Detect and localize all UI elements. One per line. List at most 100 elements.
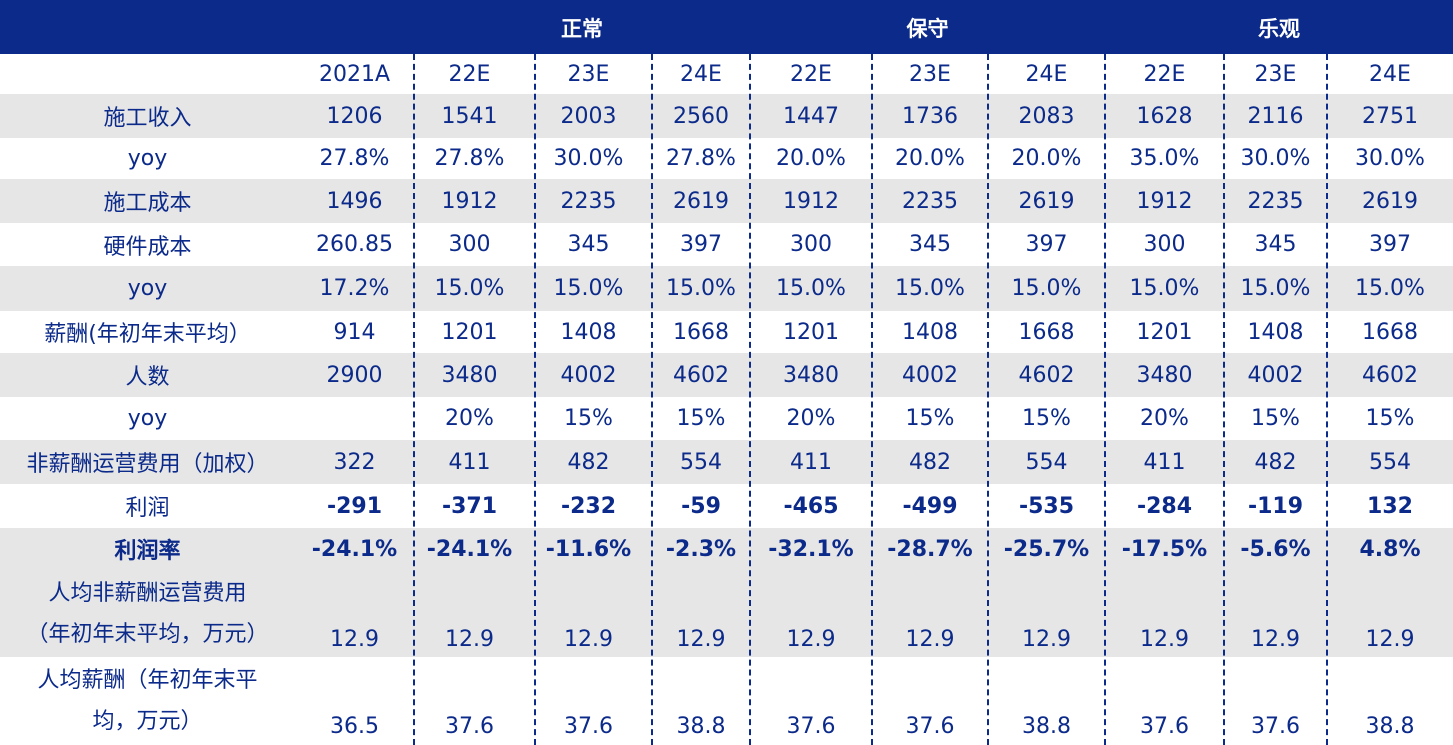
table-cell: 1447 bbox=[783, 103, 839, 129]
row-label: yoy bbox=[127, 146, 168, 171]
row-label: yoy bbox=[127, 276, 168, 301]
table-row: 人均薪酬（年初年末平 均，万元） 36.5 37.6 37.6 38.8 37.… bbox=[0, 657, 1453, 745]
scenario-normal: 正常 bbox=[561, 17, 603, 41]
table-cell: 345 bbox=[909, 232, 951, 257]
table-cell: 1201 bbox=[783, 319, 839, 345]
table-cell: 15% bbox=[1022, 406, 1071, 431]
table-cell: 37.6 bbox=[1140, 714, 1189, 739]
table-cell: 15.0% bbox=[1240, 276, 1311, 301]
table-cell: 3480 bbox=[783, 362, 839, 388]
table-cell bbox=[295, 397, 414, 440]
table-row: 施工收入 1206 1541 2003 2560 1447 1736 2083 … bbox=[0, 94, 1453, 138]
table-cell: -24.1% bbox=[311, 536, 398, 562]
table-cell: 2235 bbox=[902, 188, 958, 214]
table-cell: 914 bbox=[333, 319, 376, 345]
table-cell: 397 bbox=[1369, 232, 1411, 257]
table-cell: 3480 bbox=[441, 362, 498, 388]
table-cell: 2751 bbox=[1362, 103, 1418, 129]
table-cell: 397 bbox=[1025, 232, 1068, 257]
table-cell: 411 bbox=[448, 449, 491, 475]
table-row: 硬件成本 260.85 300 345 397 300 345 397 300 … bbox=[0, 223, 1453, 266]
column-divider bbox=[413, 54, 415, 745]
table-cell: 2560 bbox=[673, 103, 729, 129]
table-cell: -465 bbox=[783, 493, 839, 519]
table-cell: -535 bbox=[1018, 493, 1075, 519]
row-label: 利润率 bbox=[114, 539, 181, 564]
table-cell: 20% bbox=[445, 406, 494, 431]
table-cell: -2.3% bbox=[665, 536, 737, 562]
table-cell: 15.0% bbox=[1129, 276, 1200, 301]
table-cell: 12.9 bbox=[1251, 627, 1300, 652]
table-cell: 12.9 bbox=[1140, 627, 1189, 652]
table-cell: 1912 bbox=[1136, 188, 1193, 214]
table-cell: 2619 bbox=[673, 188, 729, 214]
table-cell: 1668 bbox=[1018, 319, 1075, 345]
table-cell: 482 bbox=[909, 449, 951, 475]
table-cell: 1408 bbox=[1247, 319, 1304, 345]
table-row: 利润率 -24.1% -24.1% -11.6% -2.3% -32.1% -2… bbox=[0, 528, 1453, 570]
table-cell: 4002 bbox=[560, 362, 617, 388]
table-cell: 345 bbox=[567, 232, 610, 257]
table-cell: 20% bbox=[1140, 406, 1189, 431]
table-cell: 38.8 bbox=[1365, 714, 1415, 739]
table-cell: 12.9 bbox=[905, 627, 955, 652]
table-cell: 554 bbox=[680, 449, 722, 475]
table-cell: 27.8% bbox=[666, 146, 736, 171]
table-cell: 15% bbox=[1365, 406, 1415, 431]
table-cell: 15.0% bbox=[895, 276, 965, 301]
table-cell: 30.0% bbox=[1355, 146, 1425, 171]
row-label: 人均非薪酬运营费用 （年初年末平均，万元） bbox=[0, 570, 295, 657]
row-label: 人数 bbox=[125, 365, 170, 390]
table-cell: -24.1% bbox=[426, 536, 513, 562]
table-cell: 4602 bbox=[1018, 362, 1075, 388]
col-header: 22E bbox=[1143, 61, 1186, 87]
table-cell: 4.8% bbox=[1359, 536, 1421, 562]
table-cell: 38.8 bbox=[676, 714, 726, 739]
table-cell: 4002 bbox=[902, 362, 958, 388]
table-cell: 17.2% bbox=[319, 276, 390, 301]
table-cell: 37.6 bbox=[1251, 714, 1300, 739]
table-cell: 2900 bbox=[326, 362, 383, 388]
table-cell: 411 bbox=[1143, 449, 1186, 475]
table-cell: 15% bbox=[564, 406, 613, 431]
table-cell: 1912 bbox=[441, 188, 498, 214]
row-label: 人均薪酬（年初年末平 均，万元） bbox=[0, 657, 295, 745]
row-label: 非薪酬运营费用（加权） bbox=[26, 452, 269, 477]
row-label-line1: 人均薪酬（年初年末平 bbox=[37, 667, 258, 693]
row-label: 利润 bbox=[125, 496, 170, 521]
column-divider bbox=[749, 54, 751, 745]
table-cell: -371 bbox=[441, 493, 498, 519]
column-divider bbox=[534, 54, 536, 745]
column-divider bbox=[1326, 54, 1328, 745]
table-cell: 12.9 bbox=[786, 627, 836, 652]
column-divider bbox=[1104, 54, 1106, 745]
table-cell: -11.6% bbox=[545, 536, 632, 562]
table-cell: 15.0% bbox=[1011, 276, 1082, 301]
table-cell: 554 bbox=[1369, 449, 1411, 475]
table-cell: 482 bbox=[567, 449, 610, 475]
table-cell: -5.6% bbox=[1240, 536, 1311, 562]
table-cell: 15% bbox=[905, 406, 955, 431]
table-cell: -25.7% bbox=[1003, 536, 1090, 562]
scenario-optimistic: 乐观 bbox=[1258, 17, 1300, 41]
table-row: yoy 27.8% 27.8% 30.0% 27.8% 20.0% 20.0% … bbox=[0, 138, 1453, 179]
table-cell: 20.0% bbox=[895, 146, 965, 171]
table-cell: 1408 bbox=[560, 319, 617, 345]
table-row: 施工成本 1496 1912 2235 2619 1912 2235 2619 … bbox=[0, 179, 1453, 223]
row-label-line1: 人均非薪酬运营费用 bbox=[48, 580, 247, 606]
table-cell: 322 bbox=[333, 449, 376, 475]
col-header: 24E bbox=[1369, 61, 1411, 87]
table-row: yoy 20% 15% 15% 20% 15% 15% 20% 15% 15% bbox=[0, 397, 1453, 440]
table-cell: 4602 bbox=[1362, 362, 1418, 388]
table-cell: 20% bbox=[786, 406, 836, 431]
col-header: 24E bbox=[680, 61, 722, 87]
table-row: 非薪酬运营费用（加权） 322 411 482 554 411 482 554 … bbox=[0, 440, 1453, 484]
table-cell: -17.5% bbox=[1121, 536, 1208, 562]
table-cell: 15.0% bbox=[1355, 276, 1425, 301]
table-cell: 12.9 bbox=[1022, 627, 1071, 652]
table-cell: 1541 bbox=[441, 103, 498, 129]
table-cell: 38.8 bbox=[1022, 714, 1071, 739]
row-label-line2: （年初年末平均，万元） bbox=[26, 621, 269, 647]
row-label: yoy bbox=[127, 406, 168, 431]
